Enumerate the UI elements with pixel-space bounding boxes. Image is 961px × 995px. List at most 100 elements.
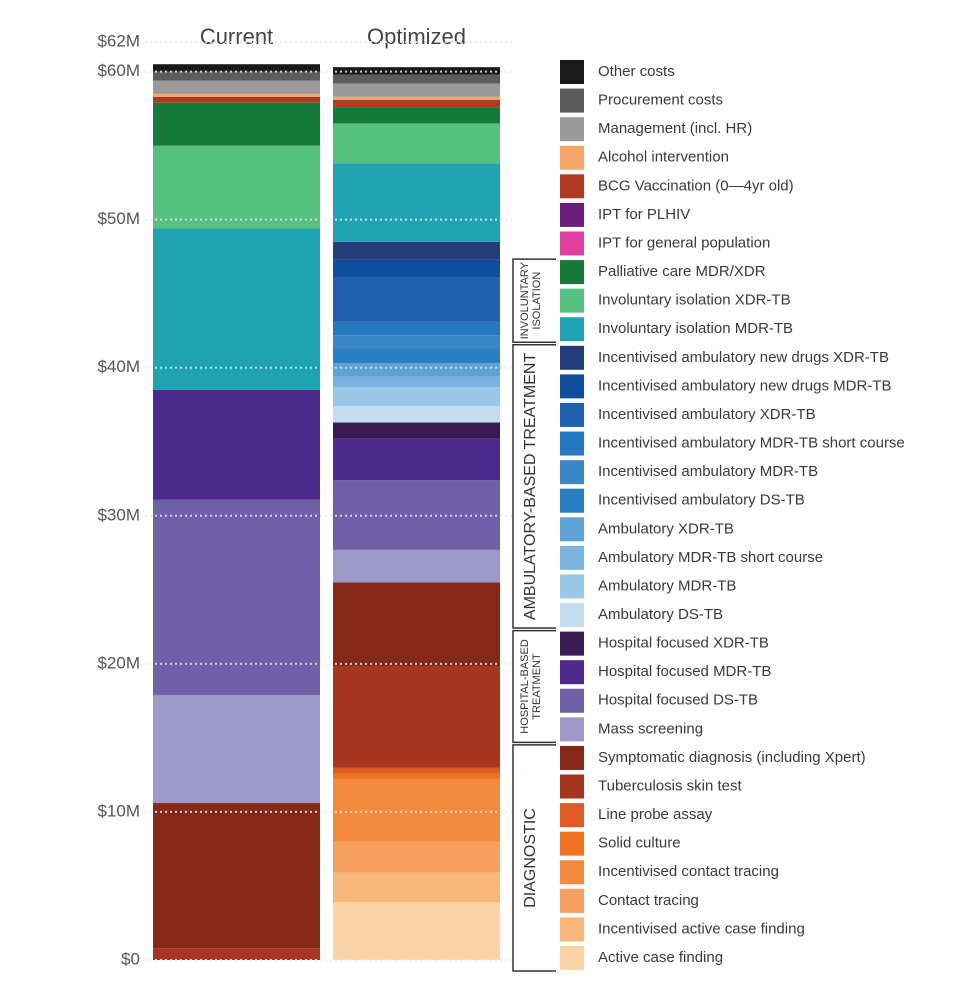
legend-swatch — [560, 717, 584, 742]
legend-label: Procurement costs — [598, 92, 723, 109]
bar-segment — [333, 779, 500, 842]
legend-swatch — [560, 888, 584, 913]
bar-segment — [333, 773, 500, 780]
legend-swatch — [560, 488, 584, 513]
legend-swatch — [560, 117, 584, 142]
legend-swatch — [560, 460, 584, 485]
bar-segment — [153, 64, 320, 72]
bar-segment — [153, 80, 320, 94]
bar-segment — [333, 549, 500, 583]
legend-label: Contact tracing — [598, 892, 699, 909]
group-label: DIAGNOSTIC — [522, 808, 539, 908]
legend-swatch — [560, 803, 584, 828]
legend-swatch — [560, 145, 584, 170]
legend-label: Incentivised ambulatory DS-TB — [598, 492, 805, 509]
group-bracket — [512, 344, 556, 629]
bar-segment — [153, 102, 320, 146]
group-bracket — [512, 744, 556, 972]
legend-label: Ambulatory MDR-TB short course — [598, 549, 823, 566]
bar-segment — [333, 241, 500, 260]
legend-label: Hospital focused MDR-TB — [598, 663, 771, 680]
bar-segment — [153, 694, 320, 804]
y-tick-label: $10M — [97, 801, 140, 820]
legend-swatch — [560, 231, 584, 256]
legend-label: Alcohol intervention — [598, 149, 729, 166]
legend-swatch — [560, 688, 584, 713]
legend-swatch — [560, 946, 584, 970]
bar-segment — [333, 666, 500, 768]
legend-swatch — [560, 831, 584, 856]
legend-label: Incentivised ambulatory XDR-TB — [598, 406, 816, 423]
legend-swatch — [560, 431, 584, 456]
legend-label: Ambulatory MDR-TB — [598, 577, 736, 594]
bar-segment — [333, 438, 500, 481]
legend-swatch — [560, 374, 584, 399]
bar-segment — [333, 321, 500, 336]
bar-segment — [153, 948, 320, 960]
bar-segment — [333, 363, 500, 377]
legend-swatch — [560, 574, 584, 599]
bar-segment — [333, 163, 500, 242]
legend-label: Active case finding — [598, 949, 723, 966]
legend-swatch — [560, 260, 584, 285]
legend-swatch — [560, 545, 584, 570]
legend-swatch — [560, 860, 584, 885]
legend-label: IPT for general population — [598, 234, 770, 251]
legend-label: Involuntary isolation XDR-TB — [598, 292, 791, 309]
legend-label: IPT for PLHIV — [598, 206, 690, 223]
legend-label: Incentivised contact tracing — [598, 863, 779, 880]
legend-label: Other costs — [598, 63, 675, 80]
bar-segment — [333, 582, 500, 667]
legend-swatch — [560, 603, 584, 628]
legend-swatch — [560, 202, 584, 227]
bar-segment — [333, 902, 500, 960]
bar-segment — [333, 277, 500, 322]
group-label-line: TREATMENT — [531, 653, 543, 720]
legend-swatch — [560, 660, 584, 685]
group-label: AMBULATORY-BASED TREATMENT — [522, 353, 539, 621]
bar-segment — [333, 841, 500, 873]
legend-label: Ambulatory XDR-TB — [598, 520, 734, 537]
y-tick-label: $62M — [97, 31, 140, 50]
legend-label: Incentivised active case finding — [598, 920, 805, 937]
legend-swatch — [560, 917, 584, 942]
legend-label: Management (incl. HR) — [598, 120, 752, 137]
legend-swatch — [560, 745, 584, 770]
category-label: Optimized — [367, 24, 466, 49]
legend-swatch — [560, 317, 584, 342]
legend-swatch — [560, 60, 584, 84]
bar-segment — [333, 259, 500, 278]
legend-label: Solid culture — [598, 835, 681, 852]
bar-segment — [153, 71, 320, 81]
bar-segment — [333, 386, 500, 407]
bar-segment — [153, 228, 320, 390]
legend-swatch — [560, 288, 584, 313]
bar-segment — [333, 99, 500, 108]
legend-label: Palliative care MDR/XDR — [598, 263, 766, 280]
legend-label: Incentivised ambulatory MDR-TB short cou… — [598, 435, 905, 452]
y-tick-label: $30M — [97, 505, 140, 524]
group-label-line: HOSPITAL-BASED — [519, 639, 531, 734]
legend-swatch — [560, 402, 584, 427]
legend-swatch — [560, 88, 584, 113]
bar-segment — [333, 107, 500, 124]
bar-segment — [333, 123, 500, 164]
legend-swatch — [560, 631, 584, 656]
legend-label: Tuberculosis skin test — [598, 777, 742, 794]
bar-segment — [153, 145, 320, 229]
y-tick-label: $50M — [97, 209, 140, 228]
bar-segment — [153, 96, 320, 103]
group-label-line: AMBULATORY-BASED TREATMENT — [522, 353, 539, 621]
legend-label: Incentivised ambulatory new drugs XDR-TB — [598, 349, 889, 366]
bar-segment — [333, 348, 500, 364]
legend-swatch — [560, 174, 584, 199]
bar-segment — [153, 389, 320, 500]
category-label: Current — [200, 24, 273, 49]
legend-label: Hospital focused XDR-TB — [598, 635, 769, 652]
legend-label: Involuntary isolation MDR-TB — [598, 320, 793, 337]
legend-label: Mass screening — [598, 720, 703, 737]
bar-segment — [153, 93, 320, 97]
group-label-line: DIAGNOSTIC — [522, 808, 539, 908]
bar-segment — [333, 74, 500, 84]
